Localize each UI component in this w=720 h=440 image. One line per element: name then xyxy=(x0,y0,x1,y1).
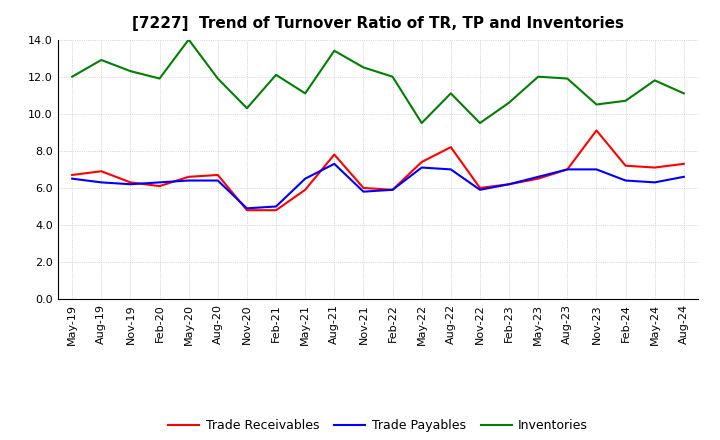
Trade Payables xyxy=(476,187,485,192)
Inventories xyxy=(476,121,485,126)
Trade Payables xyxy=(126,182,135,187)
Trade Payables xyxy=(68,176,76,181)
Trade Receivables xyxy=(621,163,630,169)
Trade Payables xyxy=(156,180,164,185)
Inventories xyxy=(534,74,543,79)
Inventories xyxy=(156,76,164,81)
Trade Receivables xyxy=(563,167,572,172)
Inventories xyxy=(301,91,310,96)
Line: Trade Payables: Trade Payables xyxy=(72,164,684,208)
Inventories xyxy=(418,121,426,126)
Inventories xyxy=(388,74,397,79)
Trade Payables xyxy=(271,204,280,209)
Trade Receivables xyxy=(650,165,659,170)
Trade Receivables xyxy=(243,208,251,213)
Trade Payables xyxy=(359,189,368,194)
Trade Payables xyxy=(330,161,338,166)
Trade Payables xyxy=(184,178,193,183)
Trade Receivables xyxy=(505,182,513,187)
Trade Receivables xyxy=(330,152,338,157)
Trade Receivables xyxy=(213,172,222,178)
Inventories xyxy=(213,76,222,81)
Line: Trade Receivables: Trade Receivables xyxy=(72,130,684,210)
Inventories xyxy=(446,91,455,96)
Inventories xyxy=(621,98,630,103)
Trade Payables xyxy=(243,205,251,211)
Trade Payables xyxy=(563,167,572,172)
Inventories xyxy=(359,65,368,70)
Inventories xyxy=(243,106,251,111)
Inventories xyxy=(650,78,659,83)
Trade Payables xyxy=(680,174,688,180)
Inventories xyxy=(126,69,135,74)
Trade Payables xyxy=(213,178,222,183)
Trade Receivables xyxy=(301,187,310,192)
Trade Payables xyxy=(621,178,630,183)
Trade Receivables xyxy=(446,144,455,150)
Trade Payables xyxy=(534,174,543,180)
Trade Receivables xyxy=(271,208,280,213)
Trade Receivables xyxy=(592,128,600,133)
Trade Payables xyxy=(418,165,426,170)
Trade Receivables xyxy=(534,176,543,181)
Inventories xyxy=(330,48,338,53)
Inventories xyxy=(592,102,600,107)
Trade Payables xyxy=(650,180,659,185)
Inventories xyxy=(563,76,572,81)
Trade Payables xyxy=(388,187,397,192)
Trade Receivables xyxy=(359,185,368,191)
Trade Payables xyxy=(446,167,455,172)
Title: [7227]  Trend of Turnover Ratio of TR, TP and Inventories: [7227] Trend of Turnover Ratio of TR, TP… xyxy=(132,16,624,32)
Trade Receivables xyxy=(156,183,164,189)
Trade Receivables xyxy=(680,161,688,166)
Line: Inventories: Inventories xyxy=(72,40,684,123)
Trade Payables xyxy=(97,180,106,185)
Inventories xyxy=(680,91,688,96)
Inventories xyxy=(271,72,280,77)
Legend: Trade Receivables, Trade Payables, Inventories: Trade Receivables, Trade Payables, Inven… xyxy=(163,414,593,437)
Trade Payables xyxy=(505,182,513,187)
Trade Receivables xyxy=(68,172,76,178)
Trade Receivables xyxy=(476,185,485,191)
Trade Receivables xyxy=(418,159,426,165)
Trade Receivables xyxy=(388,187,397,192)
Trade Receivables xyxy=(184,174,193,180)
Inventories xyxy=(505,100,513,105)
Trade Payables xyxy=(301,176,310,181)
Trade Receivables xyxy=(97,169,106,174)
Trade Payables xyxy=(592,167,600,172)
Inventories xyxy=(97,57,106,62)
Trade Receivables xyxy=(126,180,135,185)
Inventories xyxy=(68,74,76,79)
Inventories xyxy=(184,37,193,42)
